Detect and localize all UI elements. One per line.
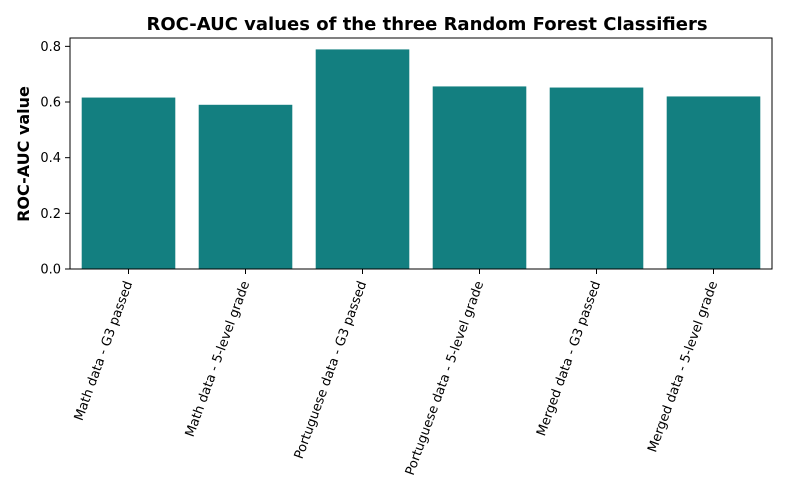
bar-2 — [198, 104, 293, 269]
chart-title: ROC-AUC values of the three Random Fores… — [146, 14, 707, 35]
x-tick-label-6: Merged data - 5-level grade — [645, 279, 721, 454]
y-axis-label: ROC-AUC value — [14, 86, 33, 222]
y-axis: 0.0 0.2 0.4 0.6 0.8 — [40, 40, 70, 278]
bar-6 — [666, 96, 761, 269]
x-tick-label-3: Portuguese data - G3 passed — [292, 279, 370, 461]
x-axis: Math data - G3 passed Math data - 5-level… — [72, 269, 721, 477]
bar-5 — [549, 87, 644, 269]
y-tick-label-2: 0.2 — [40, 207, 61, 222]
plot-frame — [69, 37, 773, 270]
x-tick-label-5: Merged data - G3 passed — [534, 279, 604, 438]
y-tick-label-3: 0.4 — [40, 151, 61, 166]
x-tick-label-4: Portuguese data - 5-level grade — [403, 279, 487, 477]
bar-4 — [432, 86, 527, 269]
y-tick-label-4: 0.6 — [40, 96, 61, 111]
x-tick-label-2: Math data - 5-level grade — [183, 279, 253, 439]
bars-group — [81, 49, 761, 269]
bar-3 — [315, 49, 410, 269]
bar-1 — [81, 97, 176, 269]
y-tick-label-5: 0.8 — [40, 40, 61, 55]
y-tick-label-1: 0.0 — [40, 263, 61, 278]
x-tick-label-1: Math data - G3 passed — [72, 279, 137, 423]
